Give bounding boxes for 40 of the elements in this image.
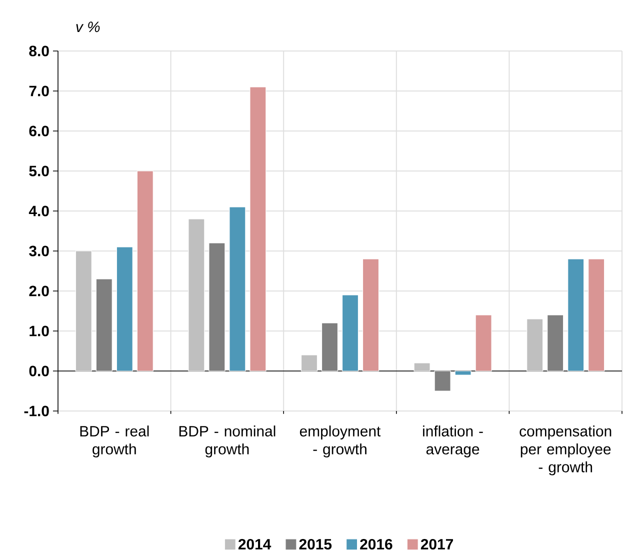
legend-label: 2015 xyxy=(299,538,332,550)
x-tick-label: inflation - average xyxy=(423,426,483,458)
legend-label: 2014 xyxy=(238,538,272,550)
bar xyxy=(96,278,112,372)
bar xyxy=(414,362,430,372)
bar xyxy=(568,258,584,372)
bar xyxy=(250,86,266,372)
bar xyxy=(547,314,564,372)
y-tick-label: 8.0 xyxy=(29,46,49,56)
x-tick-label: compensation per employee - growth xyxy=(520,426,612,476)
bar xyxy=(362,258,380,372)
bar xyxy=(116,246,133,372)
bar xyxy=(188,218,205,372)
y-tick-label: 0.0 xyxy=(29,366,49,376)
y-tick-label: 7.0 xyxy=(29,86,49,96)
bar xyxy=(136,170,154,372)
y-tick-label: 4.0 xyxy=(28,206,49,216)
legend-label: 2017 xyxy=(420,538,453,550)
bar xyxy=(229,206,246,372)
bar xyxy=(434,370,451,392)
x-tick-label: BDP - real growth xyxy=(80,426,149,458)
y-tick-label: 3.0 xyxy=(29,246,49,256)
legend-label: 2016 xyxy=(360,538,392,550)
bar xyxy=(300,354,318,372)
x-tick-label: BDP - nominal growth xyxy=(179,426,276,458)
y-tick-label: 1.0 xyxy=(30,326,49,336)
x-tick-label: employment - growth xyxy=(300,426,381,458)
y-axis-title: v % xyxy=(76,22,100,32)
y-tick-label: 5.0 xyxy=(29,166,49,176)
y-tick-label: 6.0 xyxy=(29,126,49,136)
bar xyxy=(526,318,544,372)
y-tick-label: -1.0 xyxy=(24,406,49,416)
bar xyxy=(321,322,338,372)
bar xyxy=(475,314,492,372)
bar xyxy=(588,258,605,372)
y-tick-label: 2.0 xyxy=(29,286,49,296)
bar xyxy=(342,294,359,372)
bar xyxy=(208,242,226,372)
bar xyxy=(75,250,92,372)
bar xyxy=(454,370,472,376)
